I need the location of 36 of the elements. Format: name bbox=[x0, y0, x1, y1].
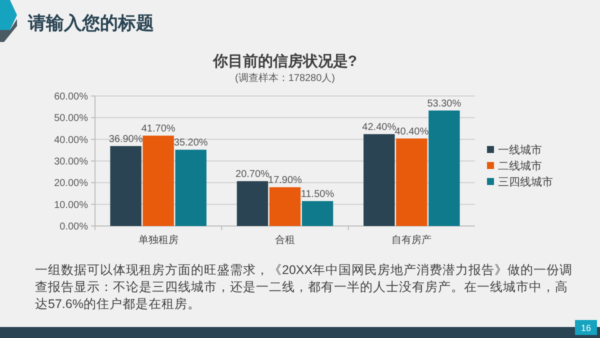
y-tick-label: 10.00% bbox=[54, 200, 88, 211]
y-tick-label: 50.00% bbox=[54, 113, 88, 124]
data-label: 42.40% bbox=[362, 122, 396, 134]
y-tick-label: 20.00% bbox=[54, 178, 88, 190]
data-label: 36.90% bbox=[108, 134, 143, 146]
bar bbox=[236, 181, 268, 226]
legend-label: 二线城市 bbox=[498, 160, 542, 172]
y-tick-label: 0.00% bbox=[60, 222, 88, 232]
bar bbox=[269, 187, 301, 226]
x-tick-label: 合租 bbox=[275, 234, 295, 246]
data-label: 17.90% bbox=[268, 175, 302, 186]
y-tick-label: 30.00% bbox=[54, 156, 88, 168]
x-tick-label: 自有房产 bbox=[392, 234, 432, 246]
chart-title: 你目前的信房状况是? bbox=[212, 52, 358, 70]
data-label: 41.70% bbox=[141, 124, 176, 135]
data-label: 40.40% bbox=[394, 126, 429, 138]
x-tick-label: 单独租房 bbox=[138, 234, 178, 246]
bar bbox=[364, 134, 395, 226]
legend-label: 一线城市 bbox=[498, 144, 542, 156]
bar bbox=[428, 110, 460, 226]
bar bbox=[110, 146, 142, 226]
data-label: 11.50% bbox=[300, 189, 334, 200]
text: 16 bbox=[580, 323, 592, 333]
legend-label: 三四线城市 bbox=[498, 176, 553, 188]
y-tick-label: 40.00% bbox=[54, 134, 88, 146]
bar bbox=[396, 138, 428, 226]
text: 一组数据可以体现租房方面的旺盛需求，《20XX年中国网民房地产消费潜力报告》做的一份调查报告显示：不论是三四线城市，还是一二线，都有一半的人士没有房产。在一线城市中，高达57.6%的住户都是在租房。 bbox=[35, 262, 574, 313]
data-label: 35.20% bbox=[174, 138, 208, 149]
data-label: 53.30% bbox=[427, 98, 462, 110]
chart-subtitle: (调查样本：178280人) bbox=[234, 72, 336, 84]
text: 请输入您的标题 bbox=[27, 13, 154, 33]
data-label: 20.70% bbox=[236, 169, 270, 180]
bar bbox=[175, 150, 206, 226]
bar bbox=[302, 201, 334, 226]
y-tick-label: 60.00% bbox=[54, 92, 88, 102]
bar bbox=[142, 136, 174, 226]
